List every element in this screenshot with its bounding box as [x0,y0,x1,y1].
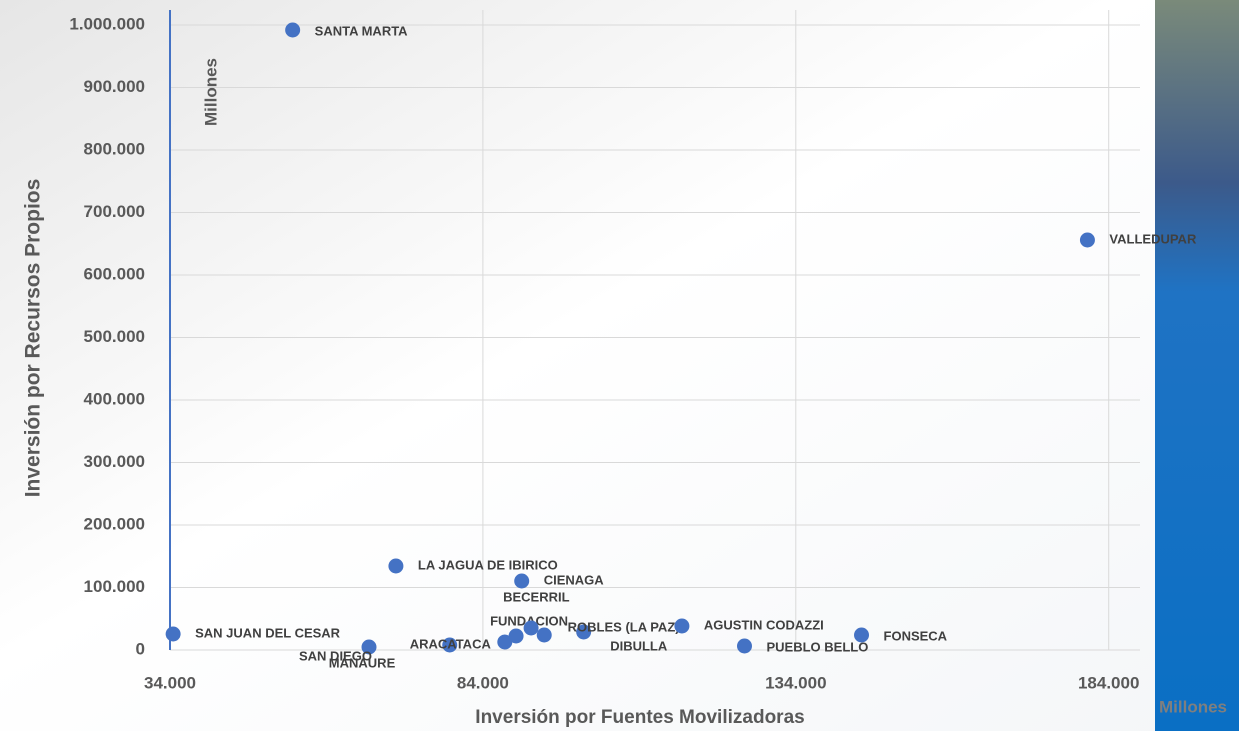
point-label: ROBLES (LA PAZ) [568,619,680,634]
y-tick-label: 0 [136,639,145,658]
point-label: AGUSTIN CODAZZI [704,617,824,632]
point [388,559,403,574]
point [854,628,869,643]
side-image [1155,0,1239,731]
point-label: ARACATACA [410,636,492,651]
point-label: CIENAGA [544,572,605,587]
y-tick-label: 100.000 [84,577,145,596]
point [537,628,552,643]
point [285,23,300,38]
y-tick-label: 600.000 [84,264,145,283]
point-label: SANTA MARTA [315,23,409,38]
point [166,627,181,642]
point [674,619,689,634]
point [514,574,529,589]
point [1080,233,1095,248]
point-label: MANAURE [329,655,396,670]
x-unit: Millones [1159,697,1227,716]
y-tick-label: 700.000 [84,202,145,221]
y-unit: Millones [201,58,220,126]
point [524,621,539,636]
point [509,629,524,644]
point-label: VALLEDUPAR [1109,231,1197,246]
y-axis-title: Inversión por Recursos Propios [22,179,45,498]
point [737,639,752,654]
y-tick-label: 500.000 [84,327,145,346]
x-axis-title: Inversión por Fuentes Movilizadoras [475,707,804,728]
y-tick-label: 1.000.000 [69,14,145,33]
chart: Inversión por Fuentes Movilizadoras Inve… [0,0,1239,731]
y-tick-label: 200.000 [84,514,145,533]
y-tick-label: 300.000 [84,452,145,471]
point-label: BECERRIL [503,589,570,604]
y-tick-label: 800.000 [84,139,145,158]
point-label: DIBULLA [610,638,668,653]
y-tick-label: 400.000 [84,389,145,408]
point-label: SAN JUAN DEL CESAR [195,625,341,640]
x-tick-label: 184.000 [1078,673,1139,692]
x-tick-label: 134.000 [765,673,826,692]
point-label: FONSECA [884,628,948,643]
point-label: LA JAGUA DE IBIRICO [418,557,558,572]
x-tick-label: 34.000 [144,673,196,692]
point-label: PUEBLO BELLO [766,639,868,654]
x-tick-label: 84.000 [457,673,509,692]
y-tick-label: 900.000 [84,77,145,96]
